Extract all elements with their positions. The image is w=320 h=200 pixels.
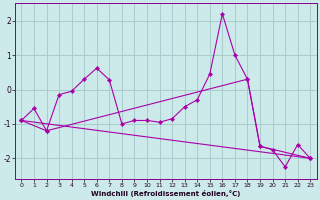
X-axis label: Windchill (Refroidissement éolien,°C): Windchill (Refroidissement éolien,°C) xyxy=(91,190,241,197)
